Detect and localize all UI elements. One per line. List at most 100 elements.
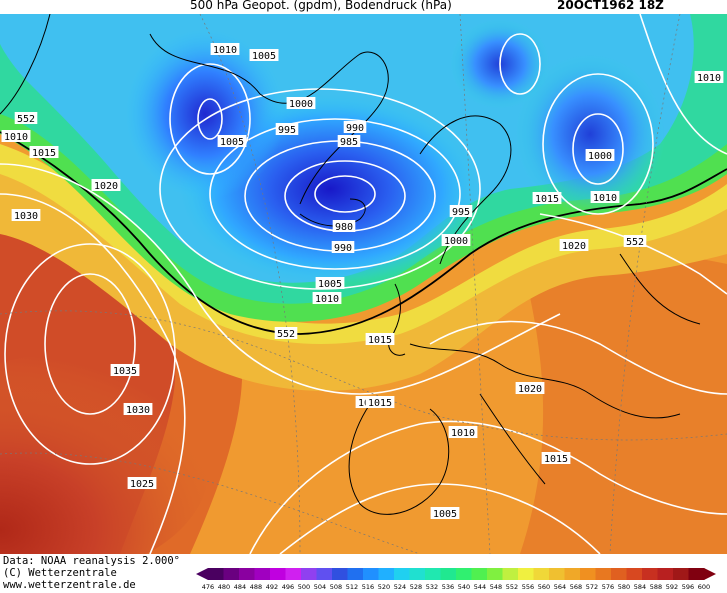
website-credit: www.wetterzentrale.de [3,579,136,591]
copyright-credit: (C) Wetterzentrale [3,567,117,579]
isobar [0,163,561,395]
isobar [429,320,727,395]
yellow-orange-band [0,174,727,391]
isobar [197,98,223,140]
svg-text:1025: 1025 [130,479,154,490]
svg-text:1035: 1035 [113,366,137,377]
legend-tick-label: 584 [633,583,647,591]
geopotential-label: 552 [14,112,38,125]
svg-text:1015: 1015 [32,148,56,159]
isobar-label: 1015 [532,192,562,205]
weather-map-canvas: 1010 1005 1010 1020 1005 1000 995 990 985 1005 980… [0,13,727,574]
svg-text:1000: 1000 [444,236,468,247]
geopotential-label: 552 [274,327,298,340]
legend-tick-label: 512 [345,583,359,591]
legend-swatch [611,568,627,580]
legend-tick-label: 588 [649,583,663,591]
svg-text:985: 985 [340,137,358,148]
legend-arrow-left [196,568,208,580]
legend-swatch [394,568,410,580]
isobar-label-layer: 1010 1005 1010 1020 1005 1000 995 990 985 1005 980… [1,43,724,520]
legend-swatch [425,568,441,580]
geopotential-552-line [0,131,727,335]
legend-tick-label: 548 [489,583,503,591]
svg-text:1000: 1000 [588,151,612,162]
isobar-label: 1015 [29,146,59,159]
legend-tick-label: 556 [521,583,535,591]
coastline-italy [479,393,546,485]
color-scale-legend [196,568,716,580]
weather-map: 1010 1005 1010 1020 1005 1000 995 990 985 1005 980… [0,13,727,574]
svg-text:1010: 1010 [593,193,617,204]
isobar-label: 1000 [585,149,615,162]
legend-tick-label: 568 [569,583,583,591]
legend-tick-label: 520 [377,583,391,591]
isobar-label: 1010 [694,71,724,84]
grid-line [0,452,421,555]
isobar-label: 1010 [210,43,240,56]
legend-tick-label: 480 [217,583,231,591]
legend-swatch [301,568,317,580]
legend-tick-label: 528 [409,583,423,591]
isobar-label: 1005 [249,49,279,62]
legend-tick-label: 532 [425,583,439,591]
legend-swatch [254,568,271,580]
isobar-label: 1015 [365,333,395,346]
isobar-label: 1030 [11,209,41,222]
isobar-label: 1015 [365,396,395,409]
svg-text:1020: 1020 [94,181,118,192]
legend-swatch [564,568,581,580]
legend-tick-label: 580 [617,583,631,591]
isobar [169,63,251,175]
svg-text:1010: 1010 [4,132,28,143]
legend-tick-label: 572 [585,583,599,591]
svg-text:1015: 1015 [535,194,559,205]
isobar-label: 1025 [127,477,157,490]
coastline-russia [619,253,701,325]
isobar [572,113,624,185]
svg-text:1015: 1015 [368,335,392,346]
legend-tick-label: 504 [313,583,327,591]
legend-swatch [332,568,348,580]
isobar [314,175,376,213]
svg-text:1020: 1020 [518,384,542,395]
svg-text:1030: 1030 [126,405,150,416]
legend-tick-label: 596 [681,583,695,591]
legend-swatch [688,568,705,580]
legend-tick-label: 576 [601,583,615,591]
isobar [209,118,461,270]
isobar-label: 1010 [1,130,31,143]
isobar-label: 1010 [448,426,478,439]
legend-tick-label: 516 [361,583,375,591]
svg-text:995: 995 [452,207,470,218]
legend-swatch [208,568,224,580]
svg-text:1005: 1005 [220,137,244,148]
legend-arrow-right [704,568,716,580]
legend-tick-label: 544 [473,583,487,591]
legend-swatch [626,568,643,580]
legend-swatch [487,568,503,580]
legend-tick-label: 500 [297,583,311,591]
isobar [0,193,186,555]
legend-tick-label: 600 [697,583,711,591]
isobar-label: 1010 [590,191,620,204]
legend-swatch [285,568,302,580]
color-scale-ticks: 476 480 484 488 492 496 500 504 508 512 516 520 524 5… [196,583,716,593]
svg-text:1020: 1020 [562,241,586,252]
svg-text:990: 990 [346,123,364,134]
isobar-label: 1000 [286,97,316,110]
isobar-label: 1035 [110,364,140,377]
svg-text:1010: 1010 [697,73,721,84]
isobar-label: 990 [331,241,355,254]
isobar-label: 995 [275,123,299,136]
isobar-label: 1010 [312,292,342,305]
svg-text:1005: 1005 [252,51,276,62]
isobar-label: 1005 [430,507,460,520]
lat-lon-grid [0,13,727,555]
isobar-label: 1020 [559,239,589,252]
legend-swatch [363,568,379,580]
legend-tick-label: 488 [249,583,263,591]
legend-swatch [471,568,488,580]
legend-swatch [580,568,596,580]
grid-line [609,13,681,555]
